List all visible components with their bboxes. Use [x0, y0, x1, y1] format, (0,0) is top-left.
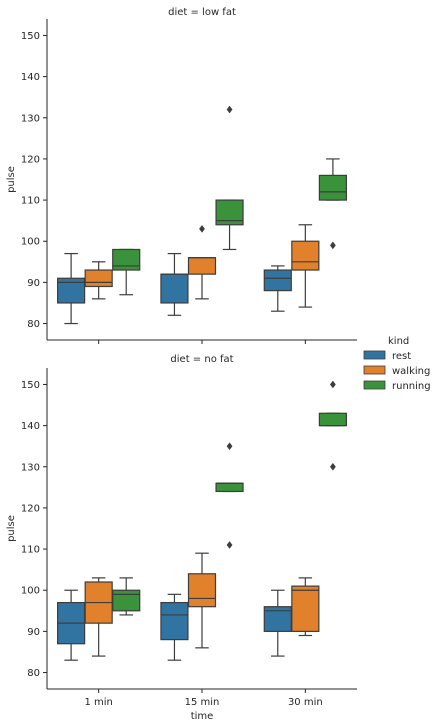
y-tick-label: 90	[27, 278, 40, 289]
outlier-point	[329, 241, 336, 250]
box-body	[291, 585, 320, 632]
box-body	[160, 273, 189, 304]
y-tick-label: 130	[21, 113, 40, 124]
box-body	[318, 412, 347, 427]
panel-1: diet = low fat 80 90 100 110 120 130 140 150 puls…	[6, 7, 357, 344]
y-tick-label: 100	[21, 237, 40, 248]
y-tick-label: 80	[27, 668, 40, 679]
y-axis-label: pulse	[6, 515, 17, 542]
panel-title: diet = no fat	[170, 354, 233, 365]
legend-swatch-walking	[363, 365, 386, 375]
y-tick-label: 80	[27, 319, 40, 330]
box-body	[112, 248, 141, 271]
y-tick-label: 140	[21, 72, 40, 83]
y-tick-label: 120	[21, 503, 40, 514]
y-axis-label: pulse	[6, 166, 17, 193]
box-rest-1-min	[57, 252, 86, 325]
box-walking-15-min	[187, 224, 217, 300]
outlier-point	[226, 442, 233, 451]
box-rest-30-min	[263, 589, 292, 657]
y-tick-label: 90	[27, 627, 40, 638]
legend-swatch-running	[363, 380, 386, 390]
box-body	[215, 482, 244, 493]
legend-label-rest: rest	[392, 351, 411, 362]
x-tick-label: 1 min	[84, 697, 112, 708]
y-tick-label: 110	[21, 196, 40, 207]
box-body	[318, 174, 347, 201]
box-walking-1-min	[84, 577, 113, 657]
y-tick-label: 140	[21, 421, 40, 432]
legend-swatch-rest	[363, 350, 386, 360]
box-rest-15-min	[160, 252, 189, 316]
outlier-point	[329, 380, 336, 389]
legend: kind rest walking running	[363, 336, 431, 392]
box-running-1-min	[112, 577, 141, 616]
legend-label-walking: walking	[392, 366, 430, 377]
outlier-point	[329, 462, 336, 471]
legend-title: kind	[388, 336, 409, 347]
y-tick-label: 130	[21, 462, 40, 473]
box-body	[187, 257, 217, 275]
outlier-point	[226, 105, 233, 114]
x-tick-label: 30 min	[288, 697, 323, 708]
box-walking-30-min	[291, 224, 320, 308]
y-tick-label: 120	[21, 154, 40, 165]
box-body	[84, 269, 113, 288]
panel-2: diet = no fat 80 90 100 110 120 130 140 150 1 min…	[6, 354, 357, 722]
x-tick-label: 15 min	[185, 697, 220, 708]
box-rest-15-min	[160, 593, 189, 661]
box-running-30-min	[318, 158, 347, 250]
x-axis-label: time	[191, 711, 214, 722]
box-body	[291, 240, 320, 271]
legend-label-running: running	[392, 381, 431, 392]
box-body	[187, 573, 217, 608]
box-body	[263, 269, 292, 292]
box-running-15-min	[215, 442, 244, 549]
box-walking-15-min	[187, 552, 217, 649]
outlier-point	[226, 541, 233, 549]
y-tick-label: 110	[21, 545, 40, 556]
box-rest-30-min	[263, 265, 292, 312]
y-tick-label: 100	[21, 586, 40, 597]
panel-title: diet = low fat	[168, 7, 236, 18]
box-running-15-min	[215, 105, 244, 251]
box-running-30-min	[318, 380, 347, 471]
box-running-1-min	[112, 248, 141, 296]
box-body	[160, 601, 189, 641]
box-walking-30-min	[291, 577, 320, 637]
y-tick-label: 150	[21, 380, 40, 391]
box-body	[112, 589, 141, 612]
box-rest-1-min	[57, 589, 86, 661]
y-tick-label: 150	[21, 31, 40, 42]
box-walking-1-min	[84, 261, 113, 300]
outlier-point	[199, 224, 205, 233]
